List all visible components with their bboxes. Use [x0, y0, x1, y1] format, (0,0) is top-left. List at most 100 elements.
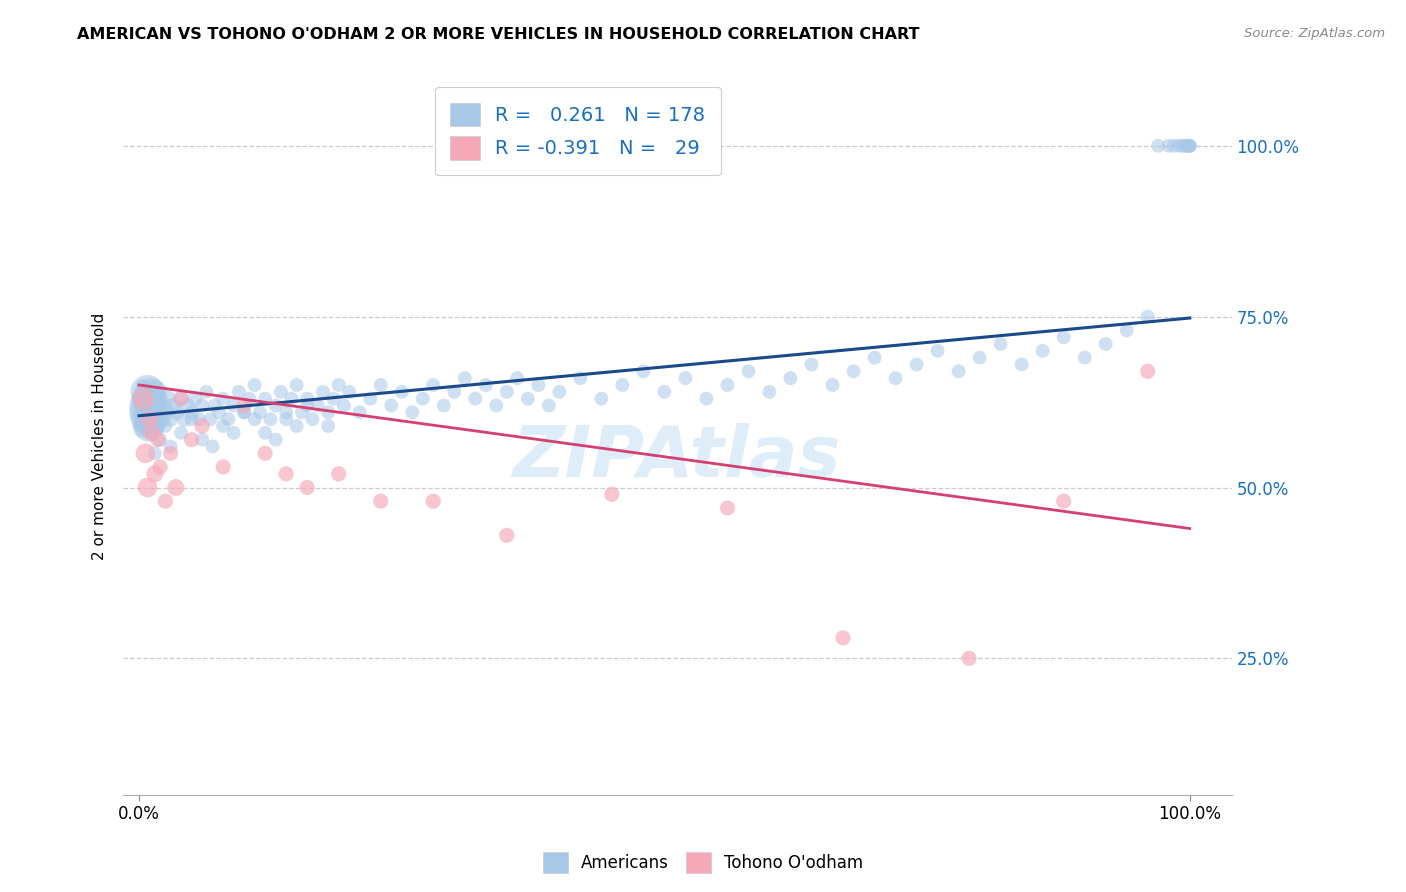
Point	[673, 371, 696, 385]
Point	[1178, 138, 1201, 153]
Point	[270, 384, 292, 399]
Point	[222, 399, 245, 413]
Legend: Americans, Tohono O'odham: Americans, Tohono O'odham	[536, 846, 870, 880]
Point	[927, 343, 949, 358]
Point	[141, 425, 163, 440]
Point	[149, 433, 172, 447]
Point	[600, 487, 623, 501]
Point	[132, 392, 155, 406]
Point	[139, 384, 162, 399]
Point	[569, 371, 592, 385]
Point	[135, 412, 157, 426]
Point	[142, 392, 165, 406]
Point	[548, 384, 571, 399]
Point	[138, 412, 160, 426]
Point	[149, 405, 172, 419]
Point	[506, 371, 529, 385]
Text: ZIPAtlas: ZIPAtlas	[513, 424, 842, 492]
Point	[150, 412, 173, 426]
Text: AMERICAN VS TOHONO O'ODHAM 2 OR MORE VEHICLES IN HOUSEHOLD CORRELATION CHART: AMERICAN VS TOHONO O'ODHAM 2 OR MORE VEH…	[77, 27, 920, 42]
Point	[654, 384, 676, 399]
Point	[233, 405, 256, 419]
Point	[264, 433, 287, 447]
Point	[359, 392, 381, 406]
Point	[134, 392, 156, 406]
Point	[146, 412, 169, 426]
Point	[495, 384, 517, 399]
Point	[200, 412, 222, 426]
Point	[433, 399, 456, 413]
Point	[527, 378, 550, 392]
Point	[285, 378, 308, 392]
Point	[948, 364, 970, 378]
Point	[159, 446, 181, 460]
Point	[191, 433, 214, 447]
Point	[1177, 138, 1199, 153]
Point	[1163, 138, 1185, 153]
Point	[884, 371, 907, 385]
Point	[139, 405, 162, 419]
Point	[254, 425, 277, 440]
Point	[254, 392, 277, 406]
Point	[222, 425, 245, 440]
Point	[217, 412, 239, 426]
Point	[328, 467, 350, 481]
Point	[145, 419, 167, 434]
Point	[716, 501, 738, 516]
Point	[131, 412, 153, 426]
Point	[412, 392, 434, 406]
Point	[131, 378, 153, 392]
Y-axis label: 2 or more Vehicles in Household: 2 or more Vehicles in Household	[93, 312, 107, 560]
Point	[141, 419, 163, 434]
Point	[204, 399, 226, 413]
Point	[758, 384, 780, 399]
Point	[1094, 337, 1116, 351]
Point	[312, 384, 335, 399]
Point	[233, 399, 256, 413]
Point	[155, 419, 177, 434]
Point	[176, 399, 198, 413]
Point	[1115, 323, 1137, 337]
Point	[149, 460, 172, 475]
Point	[146, 399, 169, 413]
Point	[280, 392, 302, 406]
Point	[138, 392, 160, 406]
Point	[191, 419, 214, 434]
Point	[143, 446, 166, 460]
Point	[295, 481, 318, 495]
Point	[779, 371, 801, 385]
Point	[291, 405, 314, 419]
Point	[516, 392, 538, 406]
Point	[264, 399, 287, 413]
Point	[957, 651, 980, 665]
Point	[143, 405, 166, 419]
Point	[495, 528, 517, 542]
Point	[163, 399, 186, 413]
Point	[969, 351, 991, 365]
Point	[276, 412, 298, 426]
Point	[1147, 138, 1170, 153]
Point	[148, 392, 170, 406]
Point	[138, 399, 160, 413]
Point	[316, 419, 339, 434]
Point	[370, 378, 392, 392]
Point	[243, 412, 266, 426]
Point	[228, 384, 250, 399]
Point	[136, 481, 159, 495]
Point	[276, 467, 298, 481]
Point	[337, 384, 360, 399]
Point	[695, 392, 717, 406]
Point	[380, 399, 402, 413]
Point	[990, 337, 1012, 351]
Point	[1157, 138, 1180, 153]
Point	[612, 378, 634, 392]
Point	[422, 378, 444, 392]
Point	[170, 392, 193, 406]
Point	[276, 405, 298, 419]
Point	[134, 405, 156, 419]
Point	[443, 384, 465, 399]
Point	[259, 412, 281, 426]
Point	[201, 440, 224, 454]
Point	[800, 358, 823, 372]
Point	[1178, 138, 1201, 153]
